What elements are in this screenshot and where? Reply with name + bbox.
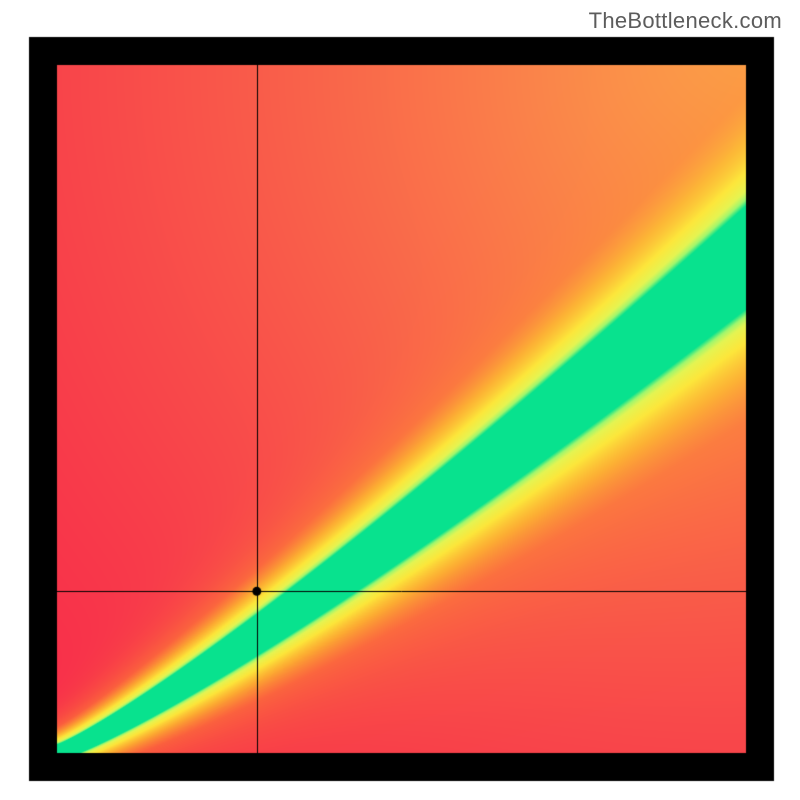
watermark-text: TheBottleneck.com [589,8,782,34]
bottleneck-heatmap [0,0,800,800]
image-root: TheBottleneck.com [0,0,800,800]
